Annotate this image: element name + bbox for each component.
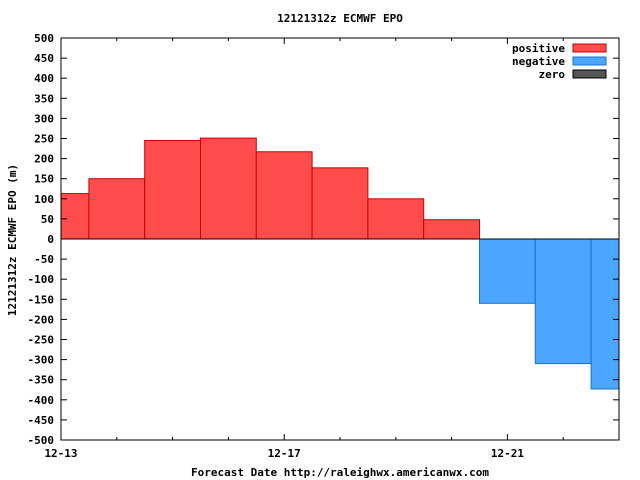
legend-label-positive: positive [512,42,565,55]
x-axis: 12-13 12-17 12-21 [44,38,564,460]
y-tick-label: 150 [34,173,54,186]
bar-positive-2 [144,140,201,240]
y-tick-label: -250 [28,334,55,347]
legend-label-negative: negative [512,55,565,68]
y-tick-label: 350 [34,92,54,105]
y-tick-label: -500 [28,434,55,447]
bar-positive-0 [60,193,90,240]
y-tick-label: 50 [41,213,54,226]
y-tick-label: 300 [34,112,54,125]
y-tick-label: 450 [34,52,54,65]
x-axis-label: Forecast Date http://raleighwx.americanw… [191,466,489,479]
bar-positive-6 [367,198,425,240]
y-tick-label: -350 [28,374,55,387]
y-tick-label: 400 [34,72,54,85]
y-axis: 500450400350300250200150100500-50-100-15… [28,32,619,447]
chart-title: 12121312z ECMWF EPO [277,12,403,25]
y-tick-label: 500 [34,32,54,45]
y-tick-label: -150 [28,293,55,306]
x-tick-label: 12-13 [44,447,77,460]
bars-layer [60,137,620,390]
bar-negative-9 [534,238,592,365]
y-tick-label: -400 [28,394,55,407]
bar-negative-8 [479,238,536,304]
bar-positive-3 [200,137,257,240]
y-tick-label: -300 [28,354,55,367]
y-tick-label: 0 [47,233,54,246]
legend-label-zero: zero [539,68,566,81]
x-tick-label: 12-17 [268,447,301,460]
bar-negative-10 [590,238,620,390]
y-tick-label: -200 [28,313,55,326]
y-tick-label: 200 [34,153,54,166]
bar-positive-1 [88,178,146,240]
y-tick-label: 100 [34,193,54,206]
y-axis-label: 12121312z ECMWF EPO (m) [6,164,19,316]
y-tick-label: -100 [28,273,55,286]
legend-swatch-negative [572,56,607,66]
legend-swatch-zero [572,69,607,79]
y-tick-label: 250 [34,133,54,146]
bar-positive-4 [255,151,313,240]
x-tick-label: 12-21 [491,447,524,460]
legend-swatch-positive [572,43,607,53]
y-tick-label: -50 [34,253,54,266]
bar-positive-5 [311,167,369,240]
bar-positive-7 [423,219,481,240]
y-tick-label: -450 [28,414,55,427]
